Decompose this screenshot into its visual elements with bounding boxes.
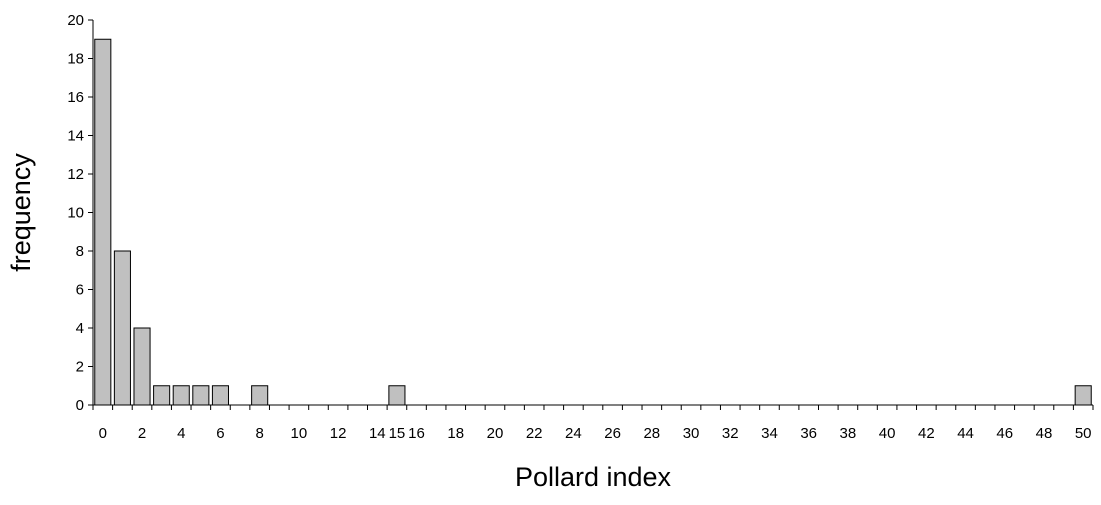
x-tick-label: 15: [389, 425, 406, 442]
x-tick-label: 6: [216, 425, 224, 442]
y-tick-label: 16: [67, 89, 84, 106]
y-axis-title: frequency: [6, 153, 36, 272]
y-ticks-group: 0 2 4 6 8 10 12 14 16 18 20: [67, 12, 93, 414]
x-tick-label: 48: [1036, 425, 1053, 442]
y-tick-label: 8: [76, 243, 84, 260]
x-tick-label: 10: [291, 425, 308, 442]
x-tick-label: 26: [604, 425, 621, 442]
x-tick-label: 42: [918, 425, 935, 442]
x-tick-label: 20: [487, 425, 504, 442]
x-tick-label: 34: [761, 425, 778, 442]
bar-3: [153, 385, 171, 406]
axes-group: [92, 20, 1093, 406]
y-tick-label: 20: [67, 12, 84, 29]
bar-4: [172, 385, 190, 406]
x-tick-label: 22: [526, 425, 543, 442]
x-tick-label: 36: [800, 425, 817, 442]
y-tick-label: 6: [76, 282, 84, 299]
bar-8: [251, 385, 269, 406]
y-tick-label: 0: [76, 397, 84, 414]
x-axis-title: Pollard index: [515, 462, 672, 492]
bar-1: [113, 250, 131, 406]
x-tick-label: 32: [722, 425, 739, 442]
y-tick-label: 18: [67, 51, 84, 68]
x-tick-label: 24: [565, 425, 582, 442]
bar-0: [94, 38, 112, 406]
bar-5: [192, 385, 210, 406]
x-tick-label: 2: [138, 425, 146, 442]
x-tick-label: 16: [408, 425, 425, 442]
x-tick-label: 38: [840, 425, 857, 442]
x-tick-label: 40: [879, 425, 896, 442]
bar-50: [1074, 385, 1092, 406]
y-tick-label: 4: [76, 320, 84, 337]
y-tick-label: 2: [76, 359, 84, 376]
x-tick-label: 30: [683, 425, 700, 442]
x-tick-label: 46: [996, 425, 1013, 442]
y-tick-label: 14: [67, 128, 84, 145]
x-tick-label: 44: [957, 425, 974, 442]
bar-6: [211, 385, 229, 406]
bars-group: [94, 38, 1092, 406]
x-tick-label: 50: [1075, 425, 1092, 442]
x-tick-label: 12: [330, 425, 347, 442]
x-tick-label: 0: [99, 425, 107, 442]
y-tick-label: 10: [67, 205, 84, 222]
bar-2: [133, 327, 151, 406]
bar-15: [388, 385, 406, 406]
x-ticks-group: 0 2 4 6 8 10 12 14 15 16 18 20 22 24 26 28 30 32 34 36 38 40 4…: [92, 405, 1094, 442]
x-tick-label: 8: [255, 425, 263, 442]
x-tick-label: 14: [369, 425, 386, 442]
y-tick-label: 12: [67, 166, 84, 183]
x-tick-label: 4: [177, 425, 185, 442]
x-tick-label: 28: [643, 425, 660, 442]
x-tick-label: 18: [447, 425, 464, 442]
